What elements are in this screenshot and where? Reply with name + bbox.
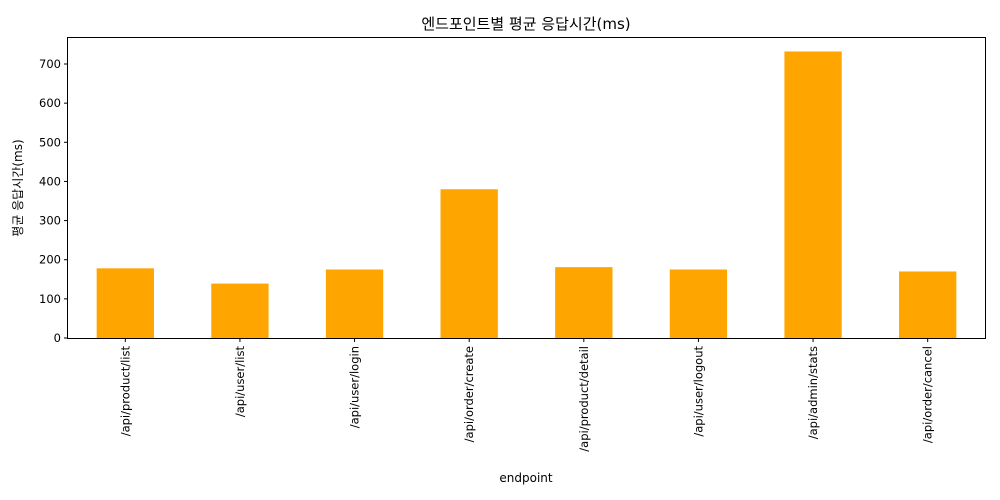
y-tick-label: 300 [39, 214, 61, 228]
x-tick-label: /api/product/list [118, 346, 132, 437]
y-tick-label: 700 [39, 57, 61, 71]
plot-frame [67, 37, 986, 339]
y-tick-label: 500 [39, 135, 61, 149]
x-axis-label: endpoint [499, 471, 553, 485]
x-tick-label: /api/order/create [462, 346, 476, 442]
bar-5 [669, 269, 728, 338]
y-tick-label: 400 [39, 174, 61, 188]
bar-0 [96, 268, 154, 338]
y-tick-label: 200 [39, 253, 61, 267]
bar-1 [211, 283, 269, 338]
y-axis-label: 평균 응답시간(ms) [11, 139, 25, 236]
x-tick-label: /api/user/list [233, 346, 247, 418]
y-tick-label: 100 [39, 292, 61, 306]
bar-6 [784, 51, 842, 338]
x-tick-label: /api/product/detail [577, 346, 591, 452]
y-tick-label: 0 [54, 331, 61, 345]
bars-group [96, 51, 957, 338]
bar-7 [899, 271, 957, 338]
x-tick-label: /api/user/logout [691, 346, 705, 437]
y-tick-label: 600 [39, 96, 61, 110]
bar-2 [325, 269, 384, 338]
bar-4 [555, 267, 613, 338]
x-axis: /api/product/list/api/user/list/api/user… [118, 338, 935, 452]
chart-title: 엔드포인트별 평균 응답시간(ms) [421, 15, 630, 33]
x-tick-label: /api/order/cancel [921, 346, 935, 443]
y-axis: 0 100 200 300 400 500 600 700 [39, 57, 68, 345]
x-tick-label: /api/admin/stats [806, 346, 820, 439]
bar-3 [440, 189, 498, 338]
x-tick-label: /api/user/login [348, 346, 362, 428]
